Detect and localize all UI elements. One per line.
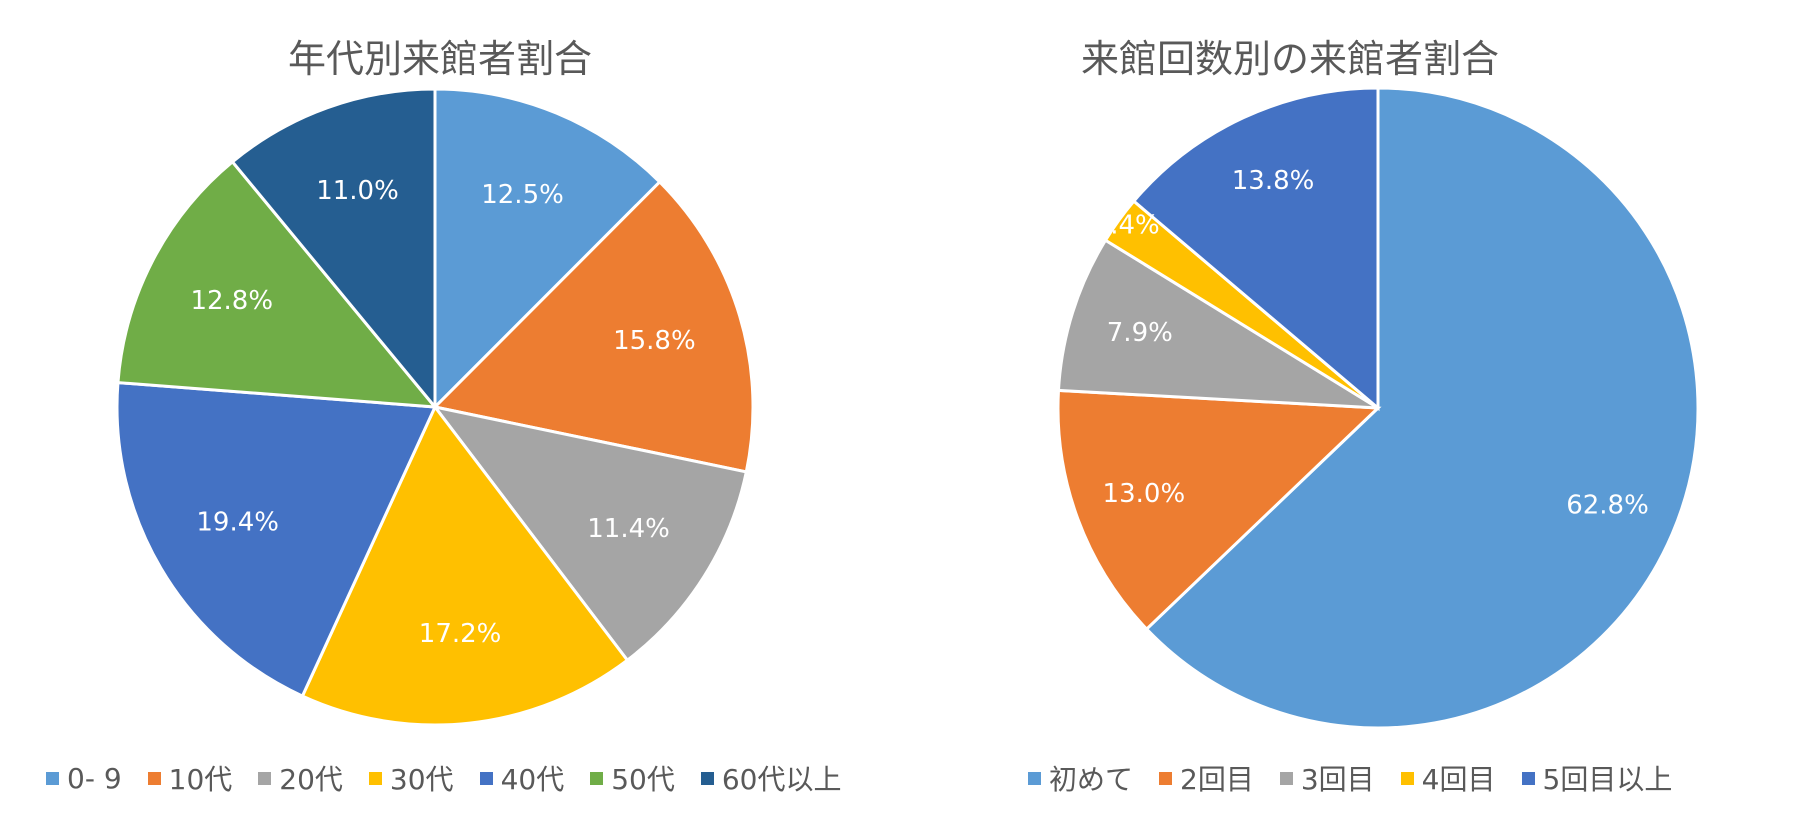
legend-item: 40代 [479,758,565,798]
legend-swatch [1400,771,1414,785]
legend-item: 0- 9 [46,762,122,795]
legend-label: 50代 [611,763,675,796]
legend-swatch [590,771,604,785]
legend-swatch [700,771,714,785]
pie-slice-0 [1144,86,1700,730]
data-label-5: 12.8% [190,286,273,316]
data-label-4: 13.8% [1232,166,1315,196]
pie-slice-1 [1056,388,1382,632]
visit-count-pie-chart: 来館回数別の来館者割合 62.8% 13.0% 7.9% 2.4% 13.8% 初めて 2… [900,0,1800,815]
pie-slice-3 [300,404,630,727]
data-label-1: 13.0% [1103,479,1186,509]
legend-item: 5回目以上 [1521,758,1673,798]
legend-label: 初めて [1049,763,1134,796]
legend-label: 60代以上 [721,763,842,796]
legend-label: 5回目以上 [1542,763,1673,796]
pie-slice-0 [433,87,662,411]
legend-swatch [1159,771,1173,785]
pie-slice-2 [1056,238,1379,410]
legend-label: 0- 9 [67,761,122,795]
legend-item: 2回目 [1159,758,1254,798]
data-label-3: 2.4% [1094,210,1160,240]
legend-swatch [258,771,272,785]
pie-slice-5 [116,159,439,409]
pie-chart-svg: 12.5% 15.8% 11.4% 17.2% 19.4% 12.8% 11.0% [115,87,755,727]
legend-swatch [46,771,59,785]
legend-swatch [1521,771,1535,785]
legend-label: 20代 [279,763,343,796]
pie-slice-4 [1131,86,1380,412]
data-label-0: 62.8% [1566,491,1649,521]
legend-swatch [368,771,382,785]
legend-label: 2回目 [1180,763,1254,796]
chart-title: 年代別来館者割合 [287,37,592,81]
legend-label: 40代 [500,763,565,796]
data-label-1: 15.8% [613,326,696,356]
legend-item: 初めて [1028,758,1133,798]
legend-item: 20代 [258,758,343,798]
legend-item: 10代 [147,758,233,798]
data-label-0: 12.5% [481,180,564,210]
legend-item: 60代以上 [700,758,842,798]
legend-item: 3回目 [1279,758,1375,798]
legend-label: 3回目 [1300,763,1375,796]
pie-slice-1 [431,179,755,474]
legend-swatch [147,771,161,785]
data-label-3: 17.2% [419,619,502,649]
legend-swatch [1028,771,1041,785]
legend: 0- 9 10代 20代 30代 40代 50代 60代以上 [46,758,867,798]
age-pie-chart: 年代別来館者割合 12.5% 15.8% 11.4% 17.2% 19.4% 12.8% 1… [0,0,880,815]
legend-label: 30代 [389,763,454,796]
legend-item: 30代 [368,758,454,798]
data-label-4: 19.4% [196,508,279,538]
pie-chart-svg: 62.8% 13.0% 7.9% 2.4% 13.8% [1056,86,1700,730]
legend: 初めて 2回目 3回目 4回目 5回目以上 [1028,758,1698,798]
legend-item: 50代 [590,758,675,798]
pie-slice-2 [431,404,749,663]
chart-title: 来館回数別の来館者割合 [1080,37,1499,81]
data-label-2: 11.4% [587,514,670,544]
legend-swatch [479,771,493,785]
data-label-2: 7.9% [1107,318,1173,348]
legend-swatch [1279,771,1293,785]
legend-label: 10代 [168,763,233,796]
pie-slice-4 [115,380,438,699]
data-label-6: 11.0% [316,176,399,206]
legend-label: 4回目 [1421,763,1496,796]
legend-item: 4回目 [1400,758,1496,798]
pie-slice-6 [230,87,437,412]
